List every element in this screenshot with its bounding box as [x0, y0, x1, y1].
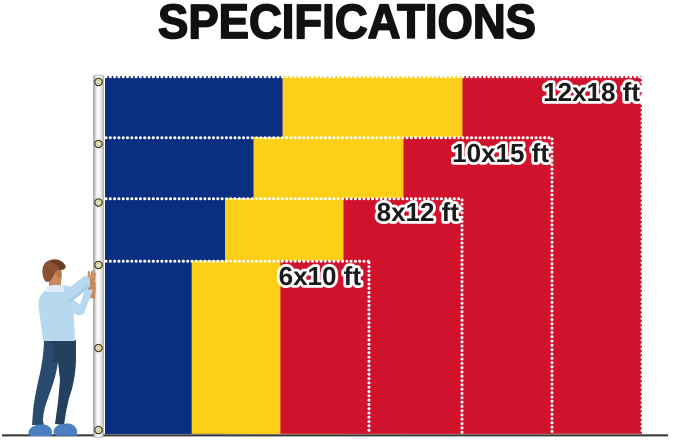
svg-text:SPECIFICATIONS: SPECIFICATIONS	[158, 0, 536, 49]
svg-text:12x18 ft: 12x18 ft	[543, 77, 640, 107]
svg-text:8x12 ft: 8x12 ft	[377, 197, 460, 227]
svg-text:6x10 ft: 6x10 ft	[279, 261, 362, 291]
svg-text:10x15 ft: 10x15 ft	[452, 138, 549, 168]
